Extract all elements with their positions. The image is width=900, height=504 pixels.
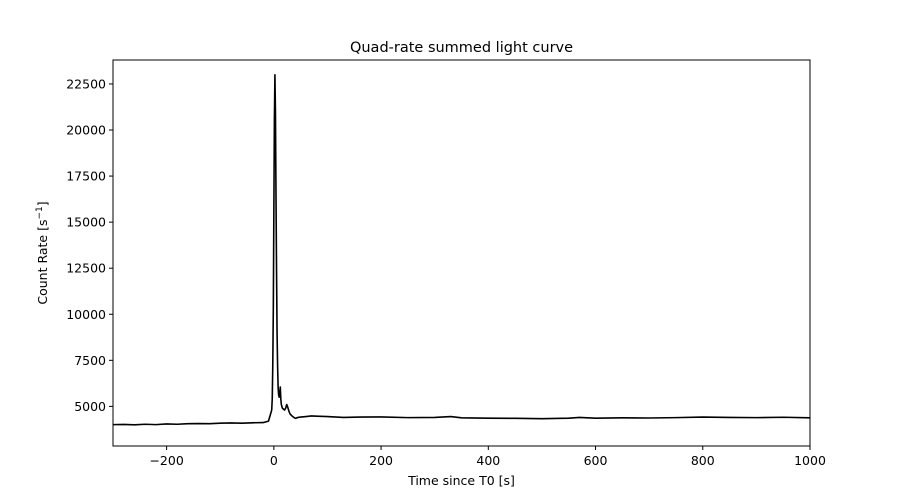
series-line-0 xyxy=(113,73,810,426)
x-tick-label: 600 xyxy=(584,453,608,468)
y-axis-label-superscript: −1 xyxy=(35,206,45,219)
x-tick-label: 200 xyxy=(369,453,393,468)
y-tick-label: 15000 xyxy=(66,215,106,230)
x-tick-label: −200 xyxy=(149,453,183,468)
y-tick-label: 7500 xyxy=(74,353,106,368)
x-axis: −200 0 200 400 600 800 1000 xyxy=(149,446,826,468)
y-tick-label: 22500 xyxy=(66,76,106,91)
y-tick-label: 10000 xyxy=(66,307,106,322)
chart-title: Quad-rate summed light curve xyxy=(350,40,573,56)
y-tick-label: 17500 xyxy=(66,169,106,184)
x-tick-label: 800 xyxy=(691,453,715,468)
x-tick-label: 400 xyxy=(476,453,500,468)
y-axis-label-main: Count Rate [s xyxy=(35,220,50,305)
y-tick-label: 20000 xyxy=(66,123,106,138)
y-axis-label: Count Rate [s−1] xyxy=(35,201,50,304)
y-axis: 5000 7500 10000 12500 15000 17500 20000 22500 xyxy=(66,76,113,414)
x-tick-label: 1000 xyxy=(794,453,826,468)
x-tick-label: 0 xyxy=(270,453,278,468)
plot-frame xyxy=(112,59,811,447)
y-tick-label: 12500 xyxy=(66,261,106,276)
y-axis-label-close: ] xyxy=(35,201,50,206)
series-layer xyxy=(113,73,810,426)
x-axis-label: Time since T0 [s] xyxy=(407,473,515,488)
y-tick-label: 5000 xyxy=(74,399,106,414)
